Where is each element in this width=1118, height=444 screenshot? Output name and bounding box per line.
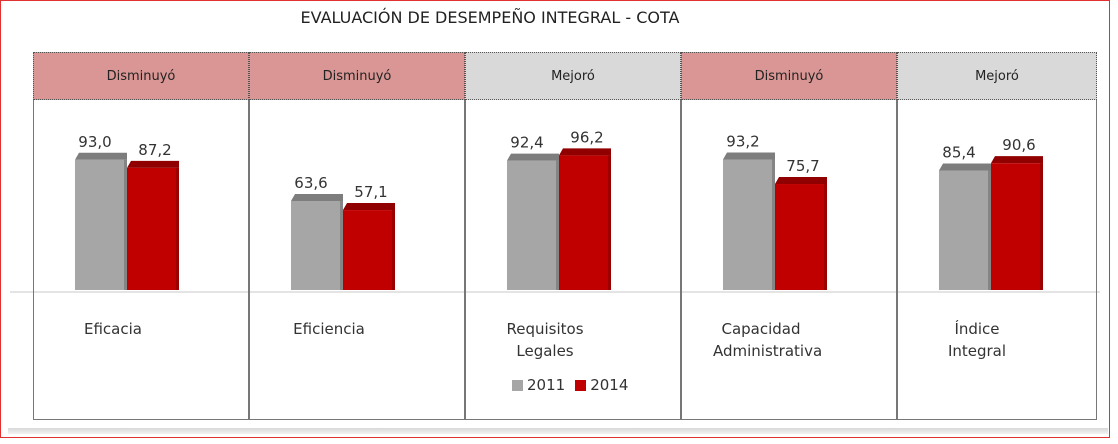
bar [507,160,559,290]
bar-top [723,152,775,160]
status-header: Mejoró [465,52,681,100]
chart-title: EVALUACIÓN DE DESEMPEÑO INTEGRAL - COTA [300,8,680,27]
bar-side [1040,163,1043,290]
bar-top [775,177,827,185]
status-header: Disminuyó [249,52,465,100]
value-label: 93,2 [726,133,759,151]
value-label: 63,6 [294,174,327,192]
panel [33,100,249,420]
bar [343,210,395,290]
shadow [8,428,1108,434]
bar-side [772,159,775,290]
panel [897,100,1097,420]
frame [0,0,1110,438]
legend-item: 2014 [575,376,628,394]
bar [291,200,343,290]
legend-label: 2014 [590,376,629,394]
bar [127,167,179,290]
bar-side [124,159,127,290]
bar [559,155,611,290]
category-label: Índice Integral [947,320,1007,360]
bar-side [176,167,179,290]
category-label: Eficacia [84,320,142,338]
bar-side [988,170,991,290]
value-label: 93,0 [78,133,111,151]
value-label: 75,7 [786,157,819,175]
bar-top [127,160,179,168]
legend-label: 2011 [527,376,566,394]
legend-swatch [512,379,523,391]
panel [681,100,897,420]
bar [991,163,1043,290]
bar-top [939,163,991,171]
legend: 2011 2014 [512,376,628,394]
status-header: Disminuyó [33,52,249,100]
category-label: Requisitos Legales [506,320,584,360]
bar-top [559,148,611,156]
category-label: Capacidad Administrativa [713,320,823,360]
value-label: 85,4 [942,143,975,161]
bar-side [556,160,559,290]
category-label: Eficiencia [293,320,365,338]
status-header: Mejoró [897,52,1097,100]
bar-top [75,152,127,160]
panel [465,100,681,420]
bar-side [392,210,395,290]
value-label: 90,6 [1002,136,1035,154]
bar [75,159,127,290]
value-label: 96,2 [570,128,603,146]
bar-top [991,156,1043,164]
legend-swatch [575,379,587,391]
value-label: 57,1 [354,183,387,201]
bar-side [340,200,343,290]
value-label: 87,2 [138,141,171,159]
bar-top [507,153,559,161]
legend-item: 2011 [512,376,565,394]
bar-top [291,193,343,201]
value-label: 92,4 [510,134,543,152]
bar [723,159,775,290]
bar-side [608,155,611,290]
bar [775,184,827,290]
bar [939,170,991,290]
panel [249,100,465,420]
status-header: Disminuyó [681,52,897,100]
bar-side [824,184,827,290]
bar-top [343,203,395,211]
